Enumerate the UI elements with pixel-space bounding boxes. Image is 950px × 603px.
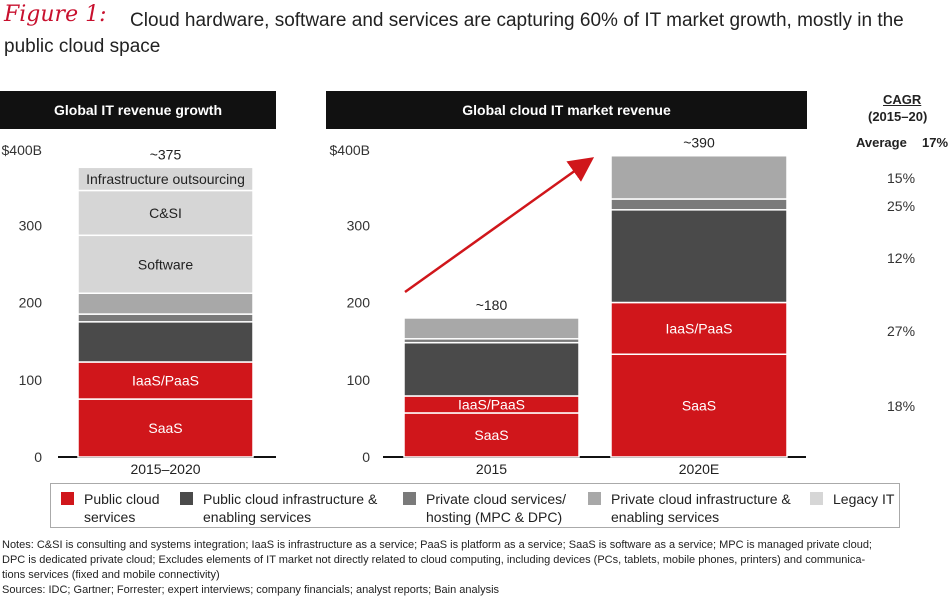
bar-segment — [610, 209, 788, 304]
legend: Public cloud services Public cloud infras… — [50, 483, 900, 528]
cagr-value: 18% — [887, 398, 916, 414]
segment-label: SaaS — [148, 420, 182, 436]
cagr-value: 27% — [887, 323, 916, 339]
notes-line: DPC is dedicated private cloud; Excludes… — [2, 554, 866, 566]
segment-label: Infrastructure outsourcing — [86, 171, 245, 187]
segment-label: IaaS/PaaS — [666, 320, 733, 336]
y-tick-label: 200 — [347, 295, 371, 311]
cagr-title: CAGR — [883, 92, 922, 107]
cagr-value: 12% — [887, 250, 916, 266]
legend-item: Legacy IT — [810, 490, 894, 508]
legend-swatch — [403, 492, 416, 505]
bar-segment — [610, 154, 788, 200]
bar-segment — [77, 189, 254, 237]
legend-label: Public cloud — [84, 491, 160, 507]
notes-line: Notes: C&SI is consulting and systems in… — [2, 539, 872, 551]
figure-title: Cloud hardware, software and services ar… — [130, 10, 904, 31]
notes: Notes: C&SI is consulting and systems in… — [2, 538, 950, 598]
bar-segment — [610, 198, 788, 211]
legend-swatch — [588, 492, 601, 505]
cagr-average-label: Average — [856, 135, 907, 150]
bar-total-label: ~180 — [476, 297, 508, 313]
x-tick-label: 2020E — [679, 461, 719, 477]
cagr-average-value: 17% — [922, 135, 949, 150]
y-tick-label: $400B — [330, 142, 370, 158]
legend-label: Private cloud services/ — [426, 491, 567, 507]
y-tick-label: 100 — [19, 372, 43, 388]
y-tick-label: 200 — [19, 295, 43, 311]
bar-segment — [610, 353, 788, 458]
growth-arrow — [404, 157, 595, 294]
bar-segment — [403, 412, 580, 458]
bar-segment — [77, 361, 254, 400]
legend-item: Private cloud infrastructure & enabling s… — [588, 490, 791, 526]
legend-label: services — [84, 509, 136, 525]
figure-label: Figure 1: — [4, 2, 107, 27]
legend-item: Public cloud infrastructure & enabling se… — [180, 490, 377, 526]
x-tick-label: 2015–2020 — [130, 461, 200, 477]
bar-segment — [77, 313, 254, 323]
bar-segment — [610, 301, 788, 356]
bar-total-label: ~390 — [683, 135, 715, 151]
legend-item: Public cloud services — [61, 490, 160, 526]
figure-title-continued: public cloud space — [4, 36, 161, 57]
segment-label: SaaS — [682, 398, 716, 414]
y-tick-label: $400B — [2, 142, 42, 158]
segment-label: SaaS — [474, 427, 508, 443]
bar-segment — [77, 292, 254, 315]
legend-label: enabling services — [203, 509, 312, 525]
segment-label: IaaS/PaaS — [132, 373, 199, 389]
legend-label: hosting (MPC & DPC) — [426, 509, 563, 525]
bar-segment — [77, 398, 254, 458]
cagr-value: 15% — [887, 170, 916, 186]
right-panel-header: Global cloud IT market revenue — [326, 91, 807, 129]
sources-line: Sources: IDC; Gartner; Forrester; expert… — [2, 584, 500, 596]
legend-label: enabling services — [611, 509, 720, 525]
segment-label: C&SI — [149, 205, 182, 221]
x-tick-label: 2015 — [476, 461, 507, 477]
segment-label: IaaS/PaaS — [458, 396, 525, 412]
legend-swatch — [810, 492, 823, 505]
y-tick-label: 100 — [347, 372, 371, 388]
left-panel-header: Global IT revenue growth — [0, 91, 276, 129]
y-tick-label: 0 — [34, 449, 42, 465]
bar-segment — [403, 341, 580, 397]
bar-segment — [77, 234, 254, 294]
bar-segment — [403, 317, 580, 340]
notes-line: tions services (fixed and mobile connect… — [2, 569, 220, 581]
y-tick-label: 300 — [19, 217, 43, 233]
y-tick-label: 300 — [347, 217, 371, 233]
legend-swatch — [180, 492, 193, 505]
segment-label: Software — [138, 256, 193, 272]
bar-segment — [77, 321, 254, 363]
y-tick-label: 0 — [362, 449, 370, 465]
bar-segment — [77, 166, 254, 192]
legend-label: Private cloud infrastructure & — [611, 491, 791, 507]
legend-label: Legacy IT — [833, 491, 895, 507]
legend-swatch — [61, 492, 74, 505]
legend-label: Public cloud infrastructure & — [203, 491, 378, 507]
cagr-range: (2015–20) — [868, 109, 928, 124]
legend-item: Private cloud services/hosting (MPC & DP… — [403, 490, 566, 526]
cagr-value: 25% — [887, 198, 916, 214]
bar-total-label: ~375 — [150, 146, 182, 162]
